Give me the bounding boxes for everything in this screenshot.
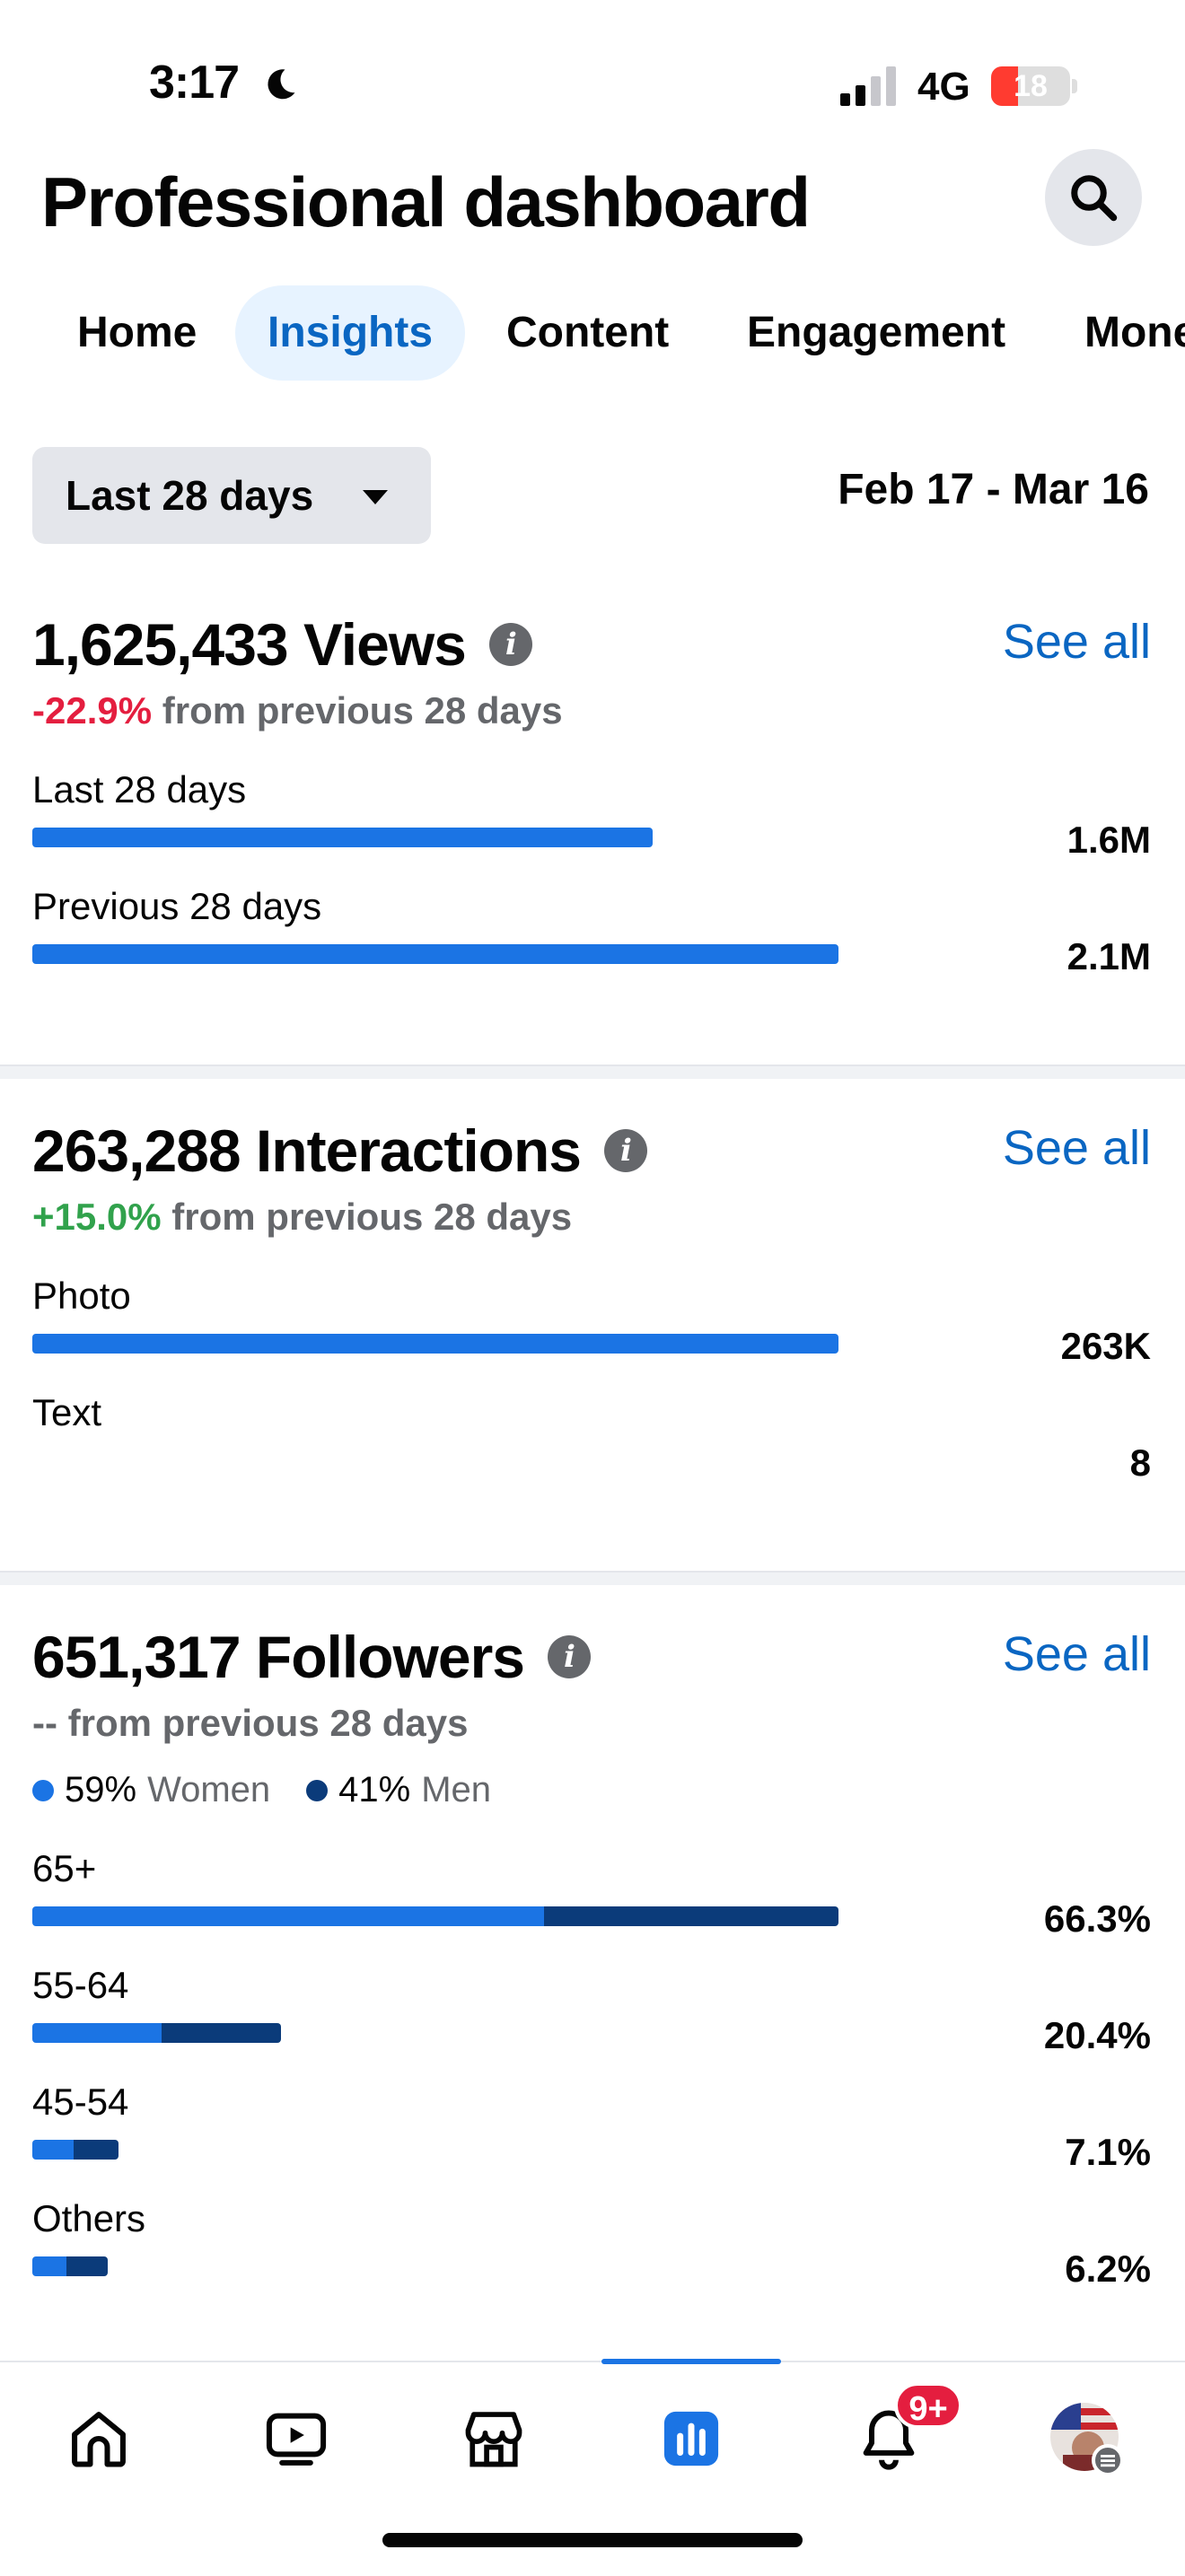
section-divider xyxy=(0,1065,1185,1079)
interactions-change-value: +15.0% xyxy=(32,1196,162,1238)
home-icon xyxy=(72,2412,126,2467)
views-row-label: Last 28 days xyxy=(32,768,247,810)
men-label: Men xyxy=(421,1770,492,1809)
profile-avatar xyxy=(1050,2403,1124,2476)
age-row-label: 45-54 xyxy=(32,2081,129,2123)
info-icon[interactable]: i xyxy=(488,623,532,666)
tab-content[interactable]: Content xyxy=(506,309,670,356)
caret-down-icon xyxy=(363,490,388,504)
age-bar-men xyxy=(544,1906,838,1926)
men-percent: 41% xyxy=(338,1770,411,1809)
age-bar xyxy=(32,2023,281,2043)
dashboard-icon xyxy=(663,2411,719,2466)
views-row-value: 1.6M xyxy=(1066,819,1151,861)
views-change: -22.9% from previous 28 days xyxy=(32,689,563,732)
followers-change-text: -- from previous 28 days xyxy=(32,1702,469,1744)
views-bar-track xyxy=(32,828,838,847)
info-icon[interactable]: i xyxy=(604,1129,647,1172)
views-bar-track xyxy=(32,944,838,964)
age-bar-women xyxy=(32,1906,545,1926)
interactions-bar xyxy=(32,1334,838,1354)
views-bar xyxy=(32,944,838,964)
interactions-row-value: 8 xyxy=(1129,1441,1151,1484)
battery-indicator: 18 xyxy=(991,66,1070,106)
nav-video[interactable] xyxy=(242,2398,350,2479)
age-row-value: 7.1% xyxy=(1065,2131,1151,2173)
nav-dashboard[interactable] xyxy=(637,2398,745,2479)
age-bar-men xyxy=(74,2140,119,2160)
nav-marketplace[interactable] xyxy=(440,2398,548,2479)
age-bar xyxy=(32,1906,838,1926)
marketplace-icon xyxy=(465,2412,522,2467)
age-row-label: Others xyxy=(32,2197,146,2239)
age-bar-women xyxy=(32,2140,75,2160)
section-divider xyxy=(0,1571,1185,1585)
age-bar-track xyxy=(32,2023,838,2043)
tab-engagement[interactable]: Engagement xyxy=(747,309,1006,356)
age-row-label: 65+ xyxy=(32,1847,97,1889)
views-title: 1,625,433 Views i xyxy=(32,610,532,679)
age-row-label: 55-64 xyxy=(32,1964,129,2006)
home-indicator xyxy=(382,2533,803,2547)
interactions-row-label: Photo xyxy=(32,1275,131,1317)
interactions-change: +15.0% from previous 28 days xyxy=(32,1196,572,1239)
search-button[interactable] xyxy=(1045,149,1142,246)
info-icon[interactable]: i xyxy=(547,1635,591,1678)
views-bar xyxy=(32,828,654,847)
tab-insights[interactable]: Insights xyxy=(235,285,466,381)
age-bar-women xyxy=(32,2023,162,2043)
views-see-all-link[interactable]: See all xyxy=(1002,615,1151,669)
views-change-text: from previous 28 days xyxy=(162,689,563,732)
age-bar-track xyxy=(32,2256,838,2276)
interactions-row-value: 263K xyxy=(1060,1325,1151,1367)
age-bar-women xyxy=(32,2256,66,2276)
tab-monetization[interactable]: Mone xyxy=(1084,309,1185,356)
cellular-signal-icon xyxy=(840,66,896,106)
interactions-row-label: Text xyxy=(32,1391,102,1433)
age-row-value: 20.4% xyxy=(1043,2014,1151,2056)
women-label: Women xyxy=(147,1770,271,1809)
interactions-change-text: from previous 28 days xyxy=(171,1196,573,1238)
moon-icon xyxy=(268,69,295,100)
age-bar-men xyxy=(161,2023,281,2043)
status-time: 3:17 xyxy=(149,57,240,109)
page-title: Professional dashboard xyxy=(41,162,811,241)
age-bar-track xyxy=(32,2140,838,2160)
views-change-value: -22.9% xyxy=(32,689,153,732)
age-bar-men xyxy=(66,2256,109,2276)
women-percent: 59% xyxy=(65,1770,137,1809)
followers-title: 651,317 Followers i xyxy=(32,1623,591,1691)
views-total: 1,625,433 Views xyxy=(32,611,467,678)
tab-home[interactable]: Home xyxy=(77,309,198,356)
interactions-bar-track xyxy=(32,1450,838,1470)
followers-total: 651,317 Followers xyxy=(32,1624,525,1690)
search-icon xyxy=(1071,175,1118,222)
battery-level: 18 xyxy=(1014,69,1048,103)
interactions-see-all-link[interactable]: See all xyxy=(1002,1121,1151,1175)
date-range-selected: Last 28 days xyxy=(66,472,314,519)
age-bar xyxy=(32,2256,109,2276)
age-row-value: 6.2% xyxy=(1065,2247,1151,2290)
age-bar xyxy=(32,2140,119,2160)
interactions-total: 263,288 Interactions xyxy=(32,1117,582,1184)
notification-badge: 9+ xyxy=(894,2382,962,2429)
interactions-title: 263,288 Interactions i xyxy=(32,1117,647,1185)
active-tab-indicator xyxy=(601,2359,781,2364)
views-row-label: Previous 28 days xyxy=(32,885,322,927)
date-range-text: Feb 17 - Mar 16 xyxy=(838,466,1149,513)
date-range-dropdown[interactable]: Last 28 days xyxy=(32,447,431,544)
followers-see-all-link[interactable]: See all xyxy=(1002,1627,1151,1681)
interactions-bar-track xyxy=(32,1334,838,1354)
women-dot xyxy=(32,1779,54,1801)
battery-tip xyxy=(1072,79,1077,93)
nav-home[interactable] xyxy=(45,2398,153,2479)
age-bar-track xyxy=(32,1906,838,1926)
nav-profile[interactable] xyxy=(1032,2398,1140,2479)
network-type: 4G xyxy=(917,65,970,109)
men-dot xyxy=(306,1779,329,1801)
views-row-value: 2.1M xyxy=(1066,935,1151,977)
gender-legend: 59% Women 41% Men xyxy=(32,1770,527,1810)
video-icon xyxy=(266,2413,327,2466)
age-row-value: 66.3% xyxy=(1043,1897,1151,1940)
